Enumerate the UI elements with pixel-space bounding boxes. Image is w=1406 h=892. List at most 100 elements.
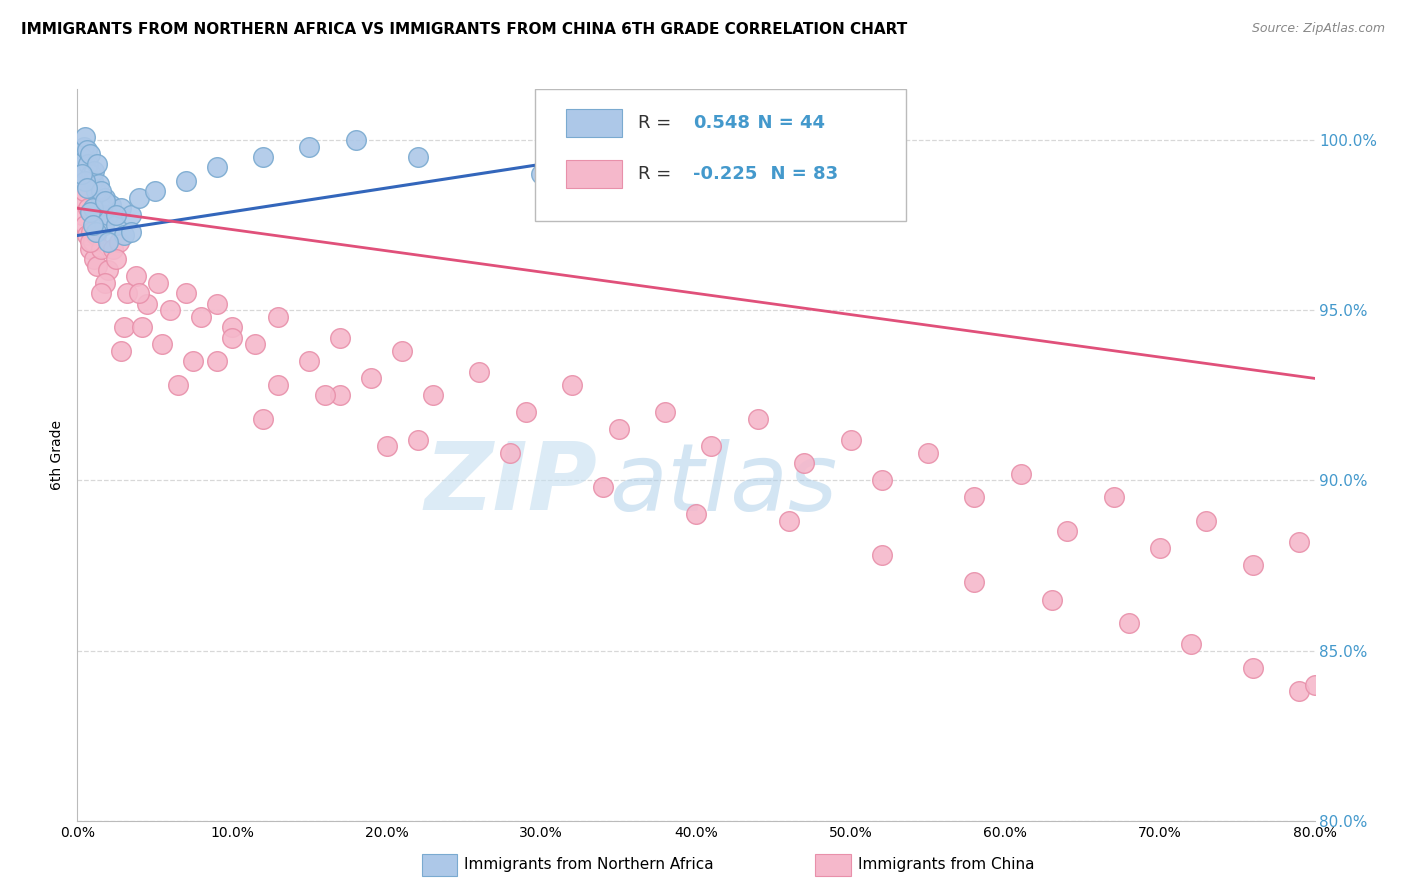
Point [344,133,367,147]
Point [1288,684,1310,698]
Point [82,174,104,188]
Point [747,412,769,426]
Point [329,330,352,344]
Point [77,201,100,215]
Point [245,337,267,351]
FancyBboxPatch shape [567,161,621,188]
Point [91,201,114,215]
Point [110,201,132,215]
Point [94,191,117,205]
Point [101,242,124,256]
Point [298,140,321,154]
Point [121,208,143,222]
Point [1102,491,1125,505]
Point [76,228,98,243]
Point [267,378,290,392]
Point [1241,660,1264,674]
Point [97,262,120,277]
Point [70,167,93,181]
Point [1040,592,1063,607]
Text: R =: R = [638,114,682,132]
Point [93,219,115,233]
Point [86,259,108,273]
Point [97,235,120,250]
Point [252,150,274,164]
Point [80,225,103,239]
Point [870,474,893,488]
Point [205,354,228,368]
Point [72,140,94,154]
Point [515,405,537,419]
Point [84,225,107,239]
Point [1303,677,1326,691]
Point [83,164,105,178]
Point [90,184,112,198]
Point [870,549,893,563]
Point [152,337,174,351]
Point [174,286,197,301]
Point [69,194,91,209]
Point [607,422,630,436]
Point [1056,524,1078,539]
Point [75,174,96,188]
Text: -0.225: -0.225 [693,165,758,183]
Point [561,378,583,392]
Point [530,167,553,181]
Point [105,252,127,267]
Point [125,269,148,284]
Point [329,388,352,402]
Point [1195,514,1218,528]
Point [360,371,382,385]
Point [115,286,138,301]
Point [82,235,104,250]
Point [654,405,676,419]
Point [205,296,228,310]
Text: Source: ZipAtlas.com: Source: ZipAtlas.com [1251,22,1385,36]
Point [97,208,120,222]
Point [70,208,93,222]
Point [159,303,181,318]
Point [499,446,522,460]
Point [79,242,101,256]
Point [72,184,94,198]
Point [793,457,815,471]
Point [76,181,98,195]
Point [190,310,212,325]
Point [108,235,131,250]
Text: atlas: atlas [609,439,838,530]
Point [128,191,150,205]
Point [778,514,800,528]
Point [131,320,153,334]
Y-axis label: 6th Grade: 6th Grade [51,420,65,490]
Point [174,174,197,188]
Point [94,276,117,290]
Point [422,388,444,402]
Text: Immigrants from Northern Africa: Immigrants from Northern Africa [464,857,714,872]
Point [1149,541,1171,556]
Point [83,252,105,267]
Point [79,204,101,219]
Point [90,194,112,209]
Point [90,242,112,256]
Point [592,480,614,494]
Point [69,161,91,175]
Point [375,439,398,453]
Point [82,219,104,233]
Point [221,330,243,344]
Text: 0.548: 0.548 [693,114,751,132]
Point [105,208,127,222]
Point [146,276,169,290]
Point [84,184,107,198]
Point [183,354,205,368]
Point [685,508,707,522]
Point [105,219,127,233]
Point [112,320,135,334]
FancyBboxPatch shape [536,89,907,221]
Text: ZIP: ZIP [425,438,598,530]
Text: N = 44: N = 44 [745,114,825,132]
Point [468,365,491,379]
Point [112,228,135,243]
Point [82,201,104,215]
Text: N = 83: N = 83 [758,165,838,183]
Point [839,433,862,447]
